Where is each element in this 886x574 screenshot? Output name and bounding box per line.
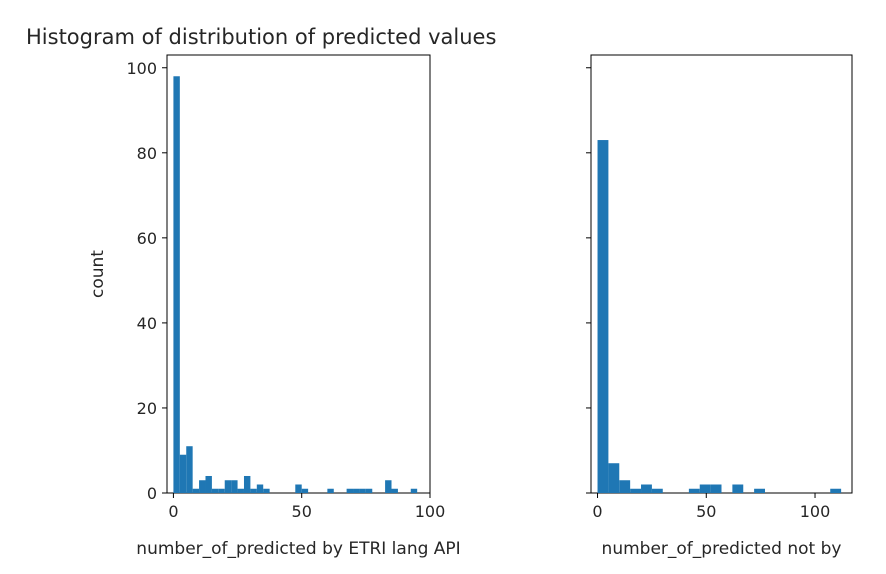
histogram-bar: [385, 480, 392, 493]
histogram-bar: [250, 488, 257, 493]
figure-title: Histogram of distribution of predicted v…: [26, 25, 496, 49]
histogram-bar: [231, 480, 238, 493]
left-x-ticks: 0 50 100: [168, 493, 445, 521]
histogram-bar: [346, 488, 354, 493]
histogram-bar: [224, 480, 232, 493]
histogram-bar: [641, 484, 652, 493]
histogram-bar: [263, 488, 270, 493]
histogram-bar: [630, 488, 642, 493]
histogram-bar: [608, 463, 620, 493]
y-tick-label: 0: [147, 484, 157, 503]
left-y-ticks: 0 20 40 60 80 100: [126, 59, 167, 503]
histogram-bar: [710, 484, 722, 493]
histogram-bar: [651, 488, 663, 493]
y-tick-label: 40: [137, 314, 157, 333]
x-tick-label: 50: [696, 502, 716, 521]
y-tick-label: 100: [126, 59, 157, 78]
right-y-ticks: [586, 67, 591, 494]
histogram-bar: [830, 488, 842, 493]
histogram-bar: [410, 488, 418, 493]
histogram-bar: [205, 475, 212, 493]
histogram-bar: [211, 488, 219, 493]
histogram-bar: [192, 488, 200, 493]
histogram-bar: [353, 488, 360, 493]
histogram-bar: [754, 488, 765, 493]
histogram-bar: [327, 488, 334, 493]
histogram-bar: [237, 488, 244, 493]
left-plot-frame: [166, 54, 431, 494]
histogram-bar: [295, 484, 302, 493]
histogram-bar: [597, 140, 609, 494]
left-histogram-bars: [173, 76, 418, 493]
histogram-bar: [301, 488, 309, 493]
x-tick-label: 0: [168, 502, 178, 521]
x-tick-label: 100: [800, 502, 831, 521]
histogram-bar: [619, 480, 631, 493]
right-plot-frame: [590, 54, 853, 494]
right-histogram-bars: [597, 140, 842, 494]
histogram-bar: [186, 446, 193, 493]
histogram-bar: [699, 484, 711, 493]
x-tick-label: 0: [592, 502, 602, 521]
histogram-bar: [243, 475, 251, 493]
y-tick-label: 60: [137, 229, 157, 248]
histogram-bar: [199, 480, 206, 493]
y-axis-label: count: [88, 250, 108, 298]
histogram-bar: [359, 488, 366, 493]
y-tick-label: 80: [137, 144, 157, 163]
histogram-bar: [179, 454, 187, 493]
histogram-bar: [365, 488, 373, 493]
y-tick-label: 20: [137, 399, 157, 418]
histogram-bar: [391, 488, 398, 493]
histogram-bar: [732, 484, 744, 493]
histogram-bar: [688, 488, 700, 493]
x-tick-label: 50: [292, 502, 312, 521]
x-tick-label: 100: [415, 502, 446, 521]
right-histogram-panel: 0 50 100 number_of_predicted not by: [586, 54, 853, 559]
right-x-ticks: 0 50 100: [592, 493, 830, 521]
right-x-axis-label: number_of_predicted not by: [602, 539, 842, 559]
left-x-axis-label: number_of_predicted by ETRI lang API: [136, 539, 460, 559]
histogram-bar: [173, 76, 180, 493]
left-histogram-panel: 0 50 100 0 20 40 60 80 100 number_of_predicted …: [88, 54, 461, 559]
histogram-bar: [218, 488, 225, 493]
histogram-bar: [256, 484, 264, 493]
